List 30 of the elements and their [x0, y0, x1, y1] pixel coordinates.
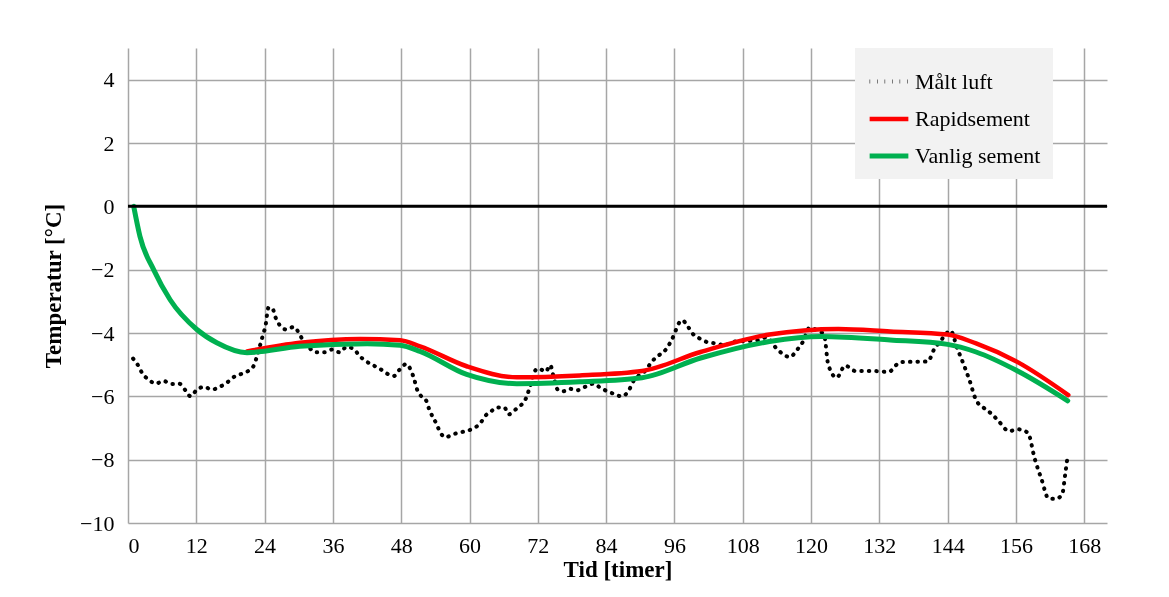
- x-tick-label: 120: [795, 532, 829, 558]
- y-tick-label: 2: [103, 130, 115, 156]
- x-tick-label: 108: [726, 532, 760, 558]
- legend-label: Rapidsement: [915, 106, 1030, 131]
- y-tick-label: −4: [91, 320, 115, 346]
- x-tick-label: 36: [322, 532, 345, 558]
- legend-label: Vanlig sement: [915, 143, 1041, 168]
- x-tick-label: 144: [931, 532, 965, 558]
- x-tick-label: 96: [663, 532, 686, 558]
- x-tick-label: 84: [595, 532, 618, 558]
- y-tick-label: 4: [103, 67, 115, 93]
- y-tick-label: 0: [103, 193, 115, 219]
- x-tick-label: 24: [254, 532, 277, 558]
- x-tick-label: 168: [1068, 532, 1102, 558]
- x-tick-label: 60: [459, 532, 482, 558]
- y-axis-title: Temperatur [°C]: [41, 203, 67, 369]
- y-tick-label: −8: [91, 447, 115, 473]
- line-series: [131, 305, 1070, 501]
- x-tick-label: 132: [863, 532, 897, 558]
- x-axis-title: Tid [timer]: [563, 556, 673, 582]
- y-tick-label: −6: [91, 383, 115, 409]
- line-series: [244, 326, 1071, 398]
- y-tick-label: −2: [91, 257, 115, 283]
- x-tick-label: 72: [527, 532, 550, 558]
- x-tick-label: 12: [185, 532, 208, 558]
- x-tick-label: 156: [999, 532, 1033, 558]
- x-tick-label: 48: [390, 532, 413, 558]
- legend-label: Målt luft: [915, 68, 993, 94]
- y-tick-label: −10: [80, 510, 115, 536]
- x-tick-label: 0: [128, 532, 140, 558]
